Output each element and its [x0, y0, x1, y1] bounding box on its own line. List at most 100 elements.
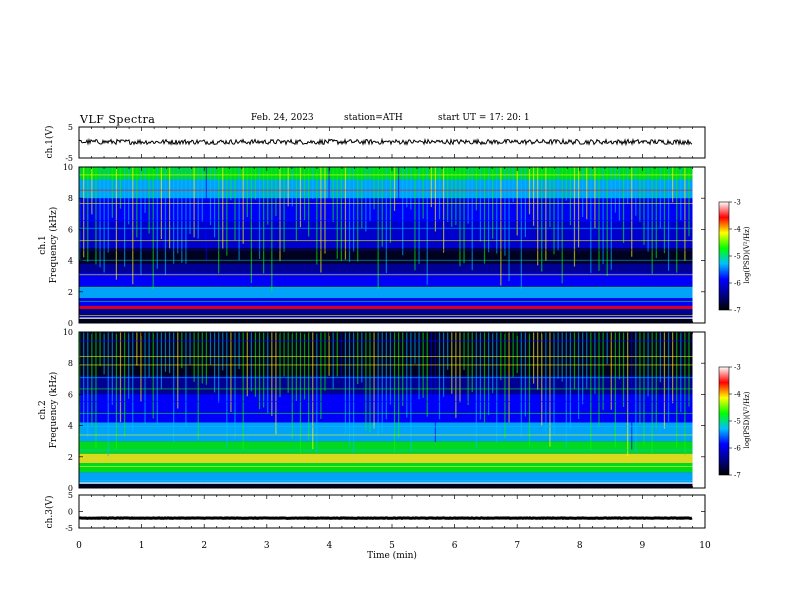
narrowband-line	[79, 274, 693, 276]
sferic-streak	[140, 332, 142, 402]
sferic-streak	[340, 167, 342, 262]
sferic-streak	[87, 167, 89, 262]
sferic-streak	[487, 167, 490, 253]
sferic-streak	[684, 332, 686, 456]
sferic-streak	[381, 167, 383, 247]
sferic-streak	[136, 332, 138, 366]
sferic-streak	[299, 332, 302, 454]
sferic-streak	[303, 167, 306, 221]
sferic-streak	[516, 167, 518, 236]
sferic-streak	[365, 167, 367, 232]
sferic-streak	[132, 332, 134, 432]
sferic-streak	[271, 167, 273, 292]
sferic-streak	[447, 332, 449, 370]
sferic-streak	[467, 167, 469, 224]
sferic-streak	[475, 167, 477, 211]
y-tick-label: 8	[68, 194, 73, 203]
y-tick-label: 4	[68, 257, 73, 266]
sferic-streak	[287, 167, 289, 207]
sferic-streak	[173, 167, 175, 264]
sferic-streak	[479, 167, 482, 242]
sferic-streak	[115, 167, 118, 280]
sferic-streak	[83, 167, 85, 258]
y-tick-label: -5	[65, 154, 73, 163]
sferic-streak	[181, 167, 183, 263]
sferic-streak	[279, 167, 281, 262]
colorbar-tick-label: -3	[734, 199, 741, 207]
sferic-streak	[348, 332, 351, 448]
sferic-streak	[209, 167, 212, 225]
sferic-streak	[291, 332, 293, 439]
y-tick-label: 10	[63, 163, 73, 172]
sferic-streak	[434, 332, 437, 442]
colorbar-tick-label: -6	[734, 280, 741, 288]
sferic-streak	[602, 332, 604, 410]
sferic-streak	[451, 332, 453, 394]
sferic-streak	[111, 332, 113, 405]
sferic-streak	[557, 167, 559, 251]
frequency-band	[79, 441, 693, 454]
ch3-waveform-ylabel: ch.3(V)	[44, 496, 55, 529]
sferic-streak	[369, 167, 371, 222]
narrowband-line	[79, 480, 693, 481]
sferic-streak	[667, 167, 670, 271]
sferic-streak	[684, 167, 686, 261]
x-tick-label: 1	[139, 541, 145, 551]
sferic-streak	[320, 332, 322, 419]
sferic-streak	[639, 332, 641, 425]
sferic-streak	[238, 332, 240, 370]
sferic-streak	[361, 332, 363, 383]
sferic-streak	[688, 167, 690, 237]
sferic-streak	[381, 332, 383, 433]
sferic-streak	[442, 167, 445, 253]
sferic-streak	[123, 332, 126, 437]
sferic-streak	[586, 167, 588, 220]
sferic-streak	[119, 332, 122, 423]
frequency-band	[79, 422, 693, 442]
sferic-streak	[610, 167, 612, 270]
sferic-streak	[430, 167, 432, 208]
x-tick-label: 5	[389, 541, 395, 551]
sferic-streak	[316, 332, 318, 454]
sferic-streak	[258, 332, 261, 409]
sferic-streak	[651, 332, 653, 454]
sferic-streak	[258, 167, 261, 259]
sferic-streak	[197, 167, 199, 239]
sferic-streak	[299, 167, 302, 228]
sferic-streak	[389, 332, 392, 405]
sferic-streak	[377, 332, 379, 435]
baseline-strip	[79, 317, 693, 319]
sferic-streak	[410, 332, 412, 452]
sferic-streak	[459, 332, 461, 403]
sferic-streak	[95, 332, 97, 449]
sferic-streak	[496, 167, 498, 254]
sferic-streak	[205, 332, 207, 385]
sferic-streak	[418, 167, 420, 264]
sferic-streak	[688, 332, 690, 407]
sferic-streak	[680, 167, 682, 221]
sferic-streak	[312, 332, 314, 450]
sferic-streak	[230, 167, 232, 201]
sferic-streak	[177, 167, 179, 254]
sferic-streak	[647, 332, 649, 397]
y-tick-label: 8	[68, 359, 73, 368]
narrowband-line	[79, 340, 693, 342]
sferic-streak	[598, 167, 600, 271]
sferic-streak	[492, 332, 494, 394]
sferic-streak	[631, 332, 633, 450]
sferic-streak	[508, 167, 510, 282]
sferic-streak	[357, 167, 359, 262]
narrowband-line	[79, 377, 693, 379]
sferic-streak	[606, 167, 608, 276]
sferic-streak	[565, 332, 567, 448]
colorbar-tick-label: -4	[734, 391, 741, 399]
sferic-streak	[643, 167, 645, 245]
sferic-streak	[213, 332, 216, 393]
sferic-streak	[414, 167, 416, 271]
y-tick-label: 2	[68, 288, 73, 297]
sferic-streak	[532, 332, 535, 384]
x-tick-label: 8	[577, 541, 583, 551]
y-tick-label: 0	[68, 508, 73, 517]
sferic-streak	[295, 332, 297, 401]
